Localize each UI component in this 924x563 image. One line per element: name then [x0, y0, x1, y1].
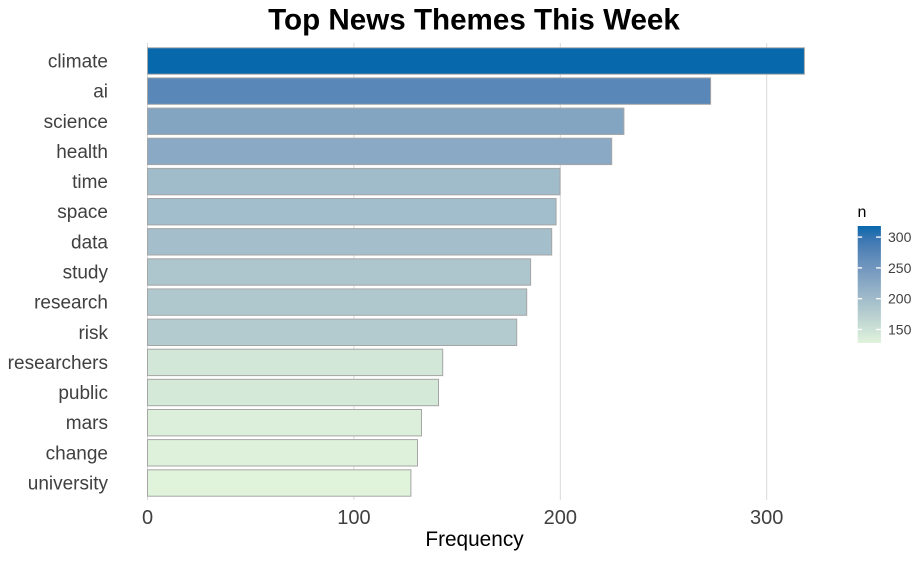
svg-text:risk: risk	[78, 323, 108, 344]
svg-text:science: science	[44, 112, 108, 133]
svg-text:Top News Themes This Week: Top News Themes This Week	[268, 4, 680, 37]
svg-text:public: public	[58, 383, 108, 404]
svg-text:data: data	[71, 232, 108, 253]
svg-text:n: n	[858, 204, 867, 221]
svg-text:200: 200	[888, 291, 912, 307]
svg-text:climate: climate	[48, 52, 108, 73]
svg-text:300: 300	[888, 229, 912, 245]
svg-text:ai: ai	[93, 82, 108, 103]
svg-text:200: 200	[544, 507, 577, 529]
svg-text:300: 300	[750, 507, 783, 529]
svg-text:researchers: researchers	[8, 353, 108, 374]
svg-text:research: research	[34, 293, 108, 314]
svg-text:Frequency: Frequency	[425, 528, 524, 551]
svg-text:0: 0	[142, 507, 153, 529]
svg-text:150: 150	[888, 322, 912, 338]
svg-text:health: health	[56, 142, 108, 163]
svg-text:time: time	[72, 172, 108, 193]
svg-text:university: university	[28, 474, 109, 495]
svg-text:100: 100	[337, 507, 370, 529]
svg-text:mars: mars	[66, 413, 108, 434]
svg-text:250: 250	[888, 260, 912, 276]
svg-text:change: change	[46, 443, 108, 464]
svg-text:space: space	[57, 202, 108, 223]
svg-text:study: study	[63, 263, 109, 284]
